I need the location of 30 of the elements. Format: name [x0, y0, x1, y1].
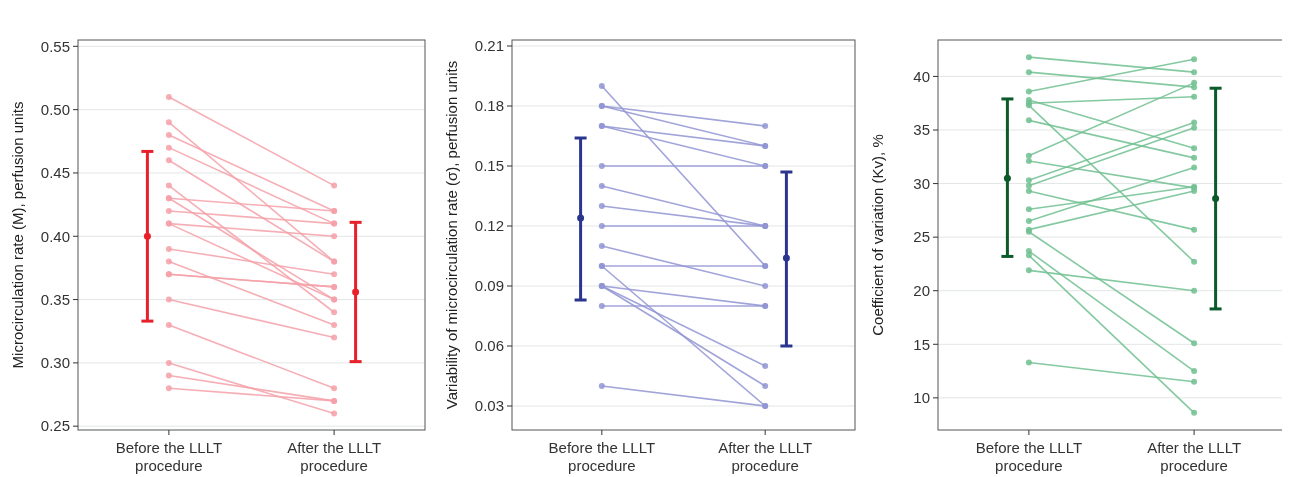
y-tick-label: 0.35	[40, 290, 70, 308]
y-tick-label: 40	[913, 67, 930, 85]
y-tick-label: 0.15	[474, 157, 504, 175]
y-tick-label: 20	[913, 281, 930, 299]
y-tick-label: 0.45	[40, 164, 70, 182]
x-tick-label: After the LLLT procedure	[287, 439, 382, 474]
x-tick-label: After the LLLT procedure	[718, 439, 813, 474]
y-axis-title: Variability of microcirculation rate (σ), perfusion units	[443, 60, 460, 410]
y-tick-label: 10	[913, 389, 930, 407]
y-tick-label: 35	[913, 121, 930, 139]
x-tick-label: After the LLLT procedure	[1147, 439, 1242, 474]
y-tick-label: 25	[913, 228, 930, 246]
y-tick-label: 30	[913, 174, 930, 192]
y-tick-label: 0.50	[40, 100, 70, 118]
x-tick-label: Before the LLLT procedure	[548, 439, 656, 474]
y-tick-label: 0.03	[474, 397, 504, 415]
y-tick-label: 0.25	[40, 417, 70, 435]
y-tick-label: 0.18	[474, 97, 504, 115]
y-axis-title: Microcirculation rate (M), perfusion units	[9, 101, 26, 369]
y-tick-label: 15	[913, 335, 930, 353]
y-tick-label: 0.30	[40, 354, 70, 372]
y-tick-label: 0.06	[474, 337, 504, 355]
x-tick-label: Before the LLLT procedure	[115, 439, 223, 474]
y-tick-label: 0.09	[474, 277, 504, 295]
y-tick-label: 0.12	[474, 217, 504, 235]
y-tick-label: 0.55	[40, 37, 70, 55]
y-axis-title: Coefficient of variation (Kv), %	[869, 134, 886, 336]
x-tick-label: Before the LLLT procedure	[975, 439, 1083, 474]
y-tick-label: 0.40	[40, 227, 70, 245]
y-tick-label: 0.21	[474, 37, 504, 55]
